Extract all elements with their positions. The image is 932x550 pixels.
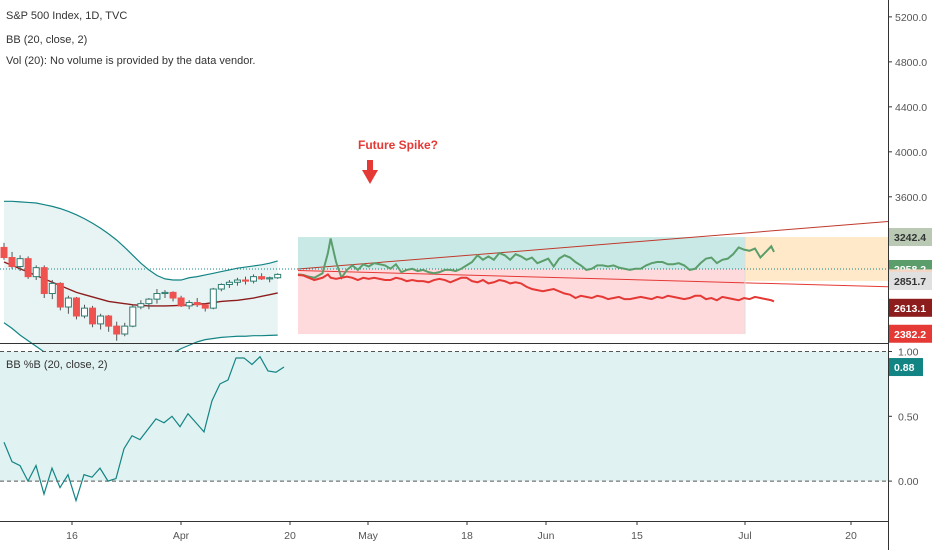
price-tag [889,324,932,343]
forecast-down-line [297,273,775,303]
symbol-legend[interactable]: S&P 500 Index, 1D, TVC [6,10,128,22]
annotation-arrow-shaft [367,160,373,170]
candle [56,282,64,308]
price-axis: 5200.04800.04400.04000.03600.03242.42958… [888,0,932,550]
candle [266,277,274,280]
price-tag [889,298,932,317]
candle [250,276,258,282]
price-tick-label: 4400.0 [895,102,927,114]
price-tick-label: 3600.0 [895,192,927,204]
candle [24,258,32,278]
candle [242,279,249,282]
upper-trend-line [297,221,889,270]
candle [185,302,193,307]
forecast-up-line [297,238,775,280]
candle [64,297,72,308]
candle [209,288,217,309]
pctb-tick-label: 0.00 [898,476,919,488]
time-axis: 16 Apr 20 May 18 Jun 15 Jul 20 [0,521,888,542]
pctb-tick-label: 0.50 [898,411,919,423]
time-tick-label: May [358,530,379,542]
candle [233,279,241,283]
price-tick-label: 5200.0 [895,12,927,24]
candle [145,298,153,305]
lower-trend-line [297,269,889,288]
pctb-band-fill [0,351,888,482]
time-tick-label: 18 [461,530,473,542]
candle [48,282,56,295]
candle [113,325,121,335]
time-tick-label: Jul [738,530,751,542]
price-tag-label: 3242.4 [894,232,926,244]
candle [0,246,8,259]
volume-legend[interactable]: Vol (20): No volume is provided by the d… [6,55,256,67]
candle [137,303,145,308]
bb-legend[interactable]: BB (20, close, 2) [6,34,88,46]
candle [89,307,97,325]
time-tick-label: Apr [173,530,190,542]
annotation-text: Future Spike? [358,138,438,152]
time-tick-label: 20 [284,530,296,542]
candle [121,325,129,335]
pctb-current-tag [889,358,923,377]
bollinger-band-fill [4,201,278,382]
candle [16,258,24,268]
candle [153,293,161,300]
candle [32,267,40,278]
candle [81,307,88,317]
pctb-legend[interactable]: BB %B (20, close, 2) [6,359,108,371]
time-tick-label: 15 [631,530,643,542]
candle [225,281,233,286]
pctb-line [3,355,285,503]
time-tick-label: 20 [845,530,857,542]
forecast-extension-zone [745,237,888,281]
price-tag [889,228,932,247]
candle [177,297,185,307]
time-tick-label: Jun [538,530,555,542]
candle [97,315,105,325]
price-tag [889,271,932,290]
candle [217,284,225,290]
candle [169,291,177,299]
candle [258,276,266,280]
price-tag-label: 2382.2 [894,329,926,341]
annotation-arrow-head [362,170,378,184]
candle [161,291,169,295]
candle [274,273,282,279]
candle [129,306,137,327]
price-tick-label: 4000.0 [895,147,927,159]
time-tick-label: 16 [66,530,78,542]
candle [40,267,48,295]
candle [72,297,80,317]
candle [8,257,16,268]
candle [201,304,209,309]
pctb-tick-label: 1.00 [898,346,919,358]
price-tag-label: 2851.7 [894,276,926,288]
price-tick-label: 4800.0 [895,57,927,69]
forecast-loss-zone [298,268,745,335]
price-tag-label: 2613.1 [894,303,926,315]
candle [193,302,201,306]
pctb-current-value: 0.88 [894,362,915,374]
percent-b-pane [0,350,888,503]
candle [105,315,113,327]
bollinger-upper-line [4,200,278,281]
